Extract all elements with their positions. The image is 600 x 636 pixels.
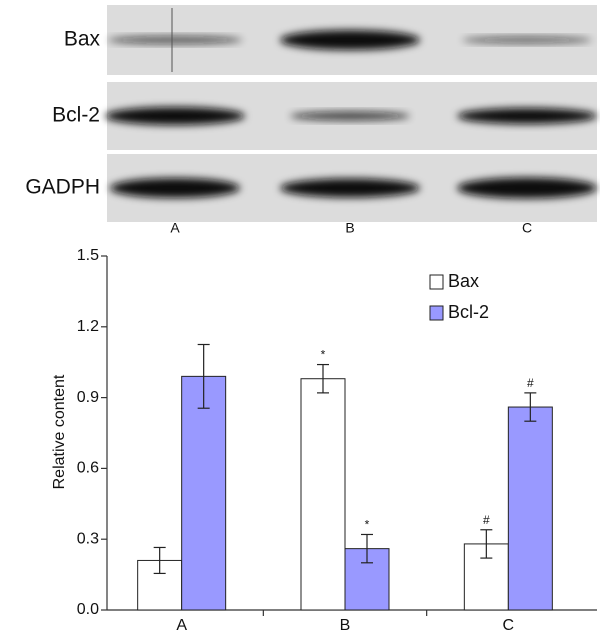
x-tick-label: B bbox=[340, 617, 351, 634]
western-blot: Bax Bcl-2 GADPH A B C bbox=[25, 5, 597, 236]
blot-lane-label: B bbox=[345, 220, 354, 236]
x-tick-label: C bbox=[503, 617, 515, 634]
blot-band bbox=[105, 107, 245, 125]
error-bar bbox=[480, 529, 493, 559]
y-tick-label: 0.9 bbox=[77, 389, 99, 406]
error-bar bbox=[317, 363, 329, 394]
y-tick-label: 0.0 bbox=[77, 601, 99, 618]
y-tick-label: 1.5 bbox=[77, 247, 99, 264]
blot-band bbox=[280, 30, 420, 50]
significance-marker: # bbox=[527, 376, 534, 390]
y-tick-label: 0.3 bbox=[77, 530, 99, 547]
legend-label: Bcl-2 bbox=[448, 302, 489, 322]
x-tick-label: A bbox=[176, 617, 187, 634]
blot-row-label: Bax bbox=[64, 28, 101, 51]
y-tick-label: 1.2 bbox=[77, 318, 99, 335]
bar-chart: Relative content 0.0 0.3 0.6 0.9 1.2 1.5 A B * * C… bbox=[51, 247, 597, 634]
blot-band bbox=[280, 178, 420, 198]
error-bar bbox=[197, 343, 210, 409]
significance-marker: * bbox=[365, 518, 370, 532]
blot-band bbox=[462, 36, 592, 44]
bar bbox=[507, 406, 553, 611]
blot-row-label: Bcl-2 bbox=[52, 104, 100, 127]
blot-band bbox=[457, 108, 597, 124]
bar bbox=[300, 378, 346, 611]
blot-lane-label: A bbox=[170, 220, 180, 236]
legend-swatch bbox=[429, 274, 444, 290]
legend-swatch bbox=[429, 305, 444, 321]
blot-band bbox=[110, 178, 240, 198]
significance-marker: * bbox=[321, 348, 326, 362]
bar bbox=[181, 375, 227, 611]
significance-marker: # bbox=[483, 513, 490, 527]
error-bar bbox=[153, 546, 166, 575]
error-bar bbox=[361, 533, 373, 564]
legend-label: Bax bbox=[448, 271, 479, 291]
y-tick-label: 0.6 bbox=[77, 460, 99, 477]
blot-band bbox=[457, 177, 597, 199]
blot-row-label: GADPH bbox=[25, 176, 100, 199]
error-bar bbox=[524, 392, 537, 422]
blot-lane-label: C bbox=[522, 220, 532, 236]
y-axis-label: Relative content bbox=[51, 374, 68, 489]
blot-band bbox=[290, 111, 410, 121]
blot-band bbox=[107, 36, 243, 44]
